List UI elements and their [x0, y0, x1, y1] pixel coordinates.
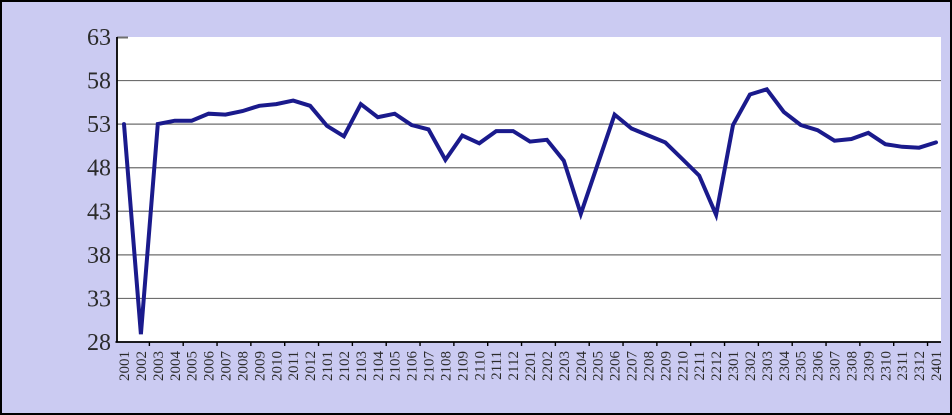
x-axis-label-2103: 2103 — [354, 351, 370, 381]
y-axis-label-33: 33 — [87, 286, 111, 312]
x-axis-label-2301: 2301 — [726, 351, 742, 381]
x-axis-label-2111: 2111 — [489, 351, 505, 380]
x-axis-label-2307: 2307 — [828, 351, 844, 382]
x-axis-label-2304: 2304 — [777, 351, 793, 382]
x-axis-label-2202: 2202 — [540, 351, 556, 381]
y-axis-label-48: 48 — [87, 156, 111, 182]
y-axis-label-43: 43 — [87, 199, 111, 225]
x-axis-label-2102: 2102 — [337, 351, 353, 381]
x-axis-label-2101: 2101 — [320, 351, 336, 381]
x-axis-label-2010: 2010 — [269, 351, 285, 381]
x-axis-label-2003: 2003 — [151, 351, 167, 381]
x-axis-label-2009: 2009 — [252, 351, 268, 381]
x-axis-label-2310: 2310 — [878, 351, 894, 381]
x-axis-label-2401: 2401 — [929, 351, 945, 381]
x-axis-label-2210: 2210 — [675, 351, 691, 381]
x-axis-label-2303: 2303 — [760, 351, 776, 381]
x-axis-label-2001: 2001 — [117, 351, 133, 381]
x-axis-label-2204: 2204 — [574, 351, 590, 382]
x-axis-label-2311: 2311 — [895, 351, 911, 380]
x-axis-label-2109: 2109 — [455, 351, 471, 381]
series-line-pmi — [122, 86, 938, 335]
y-axis-label-63: 63 — [87, 25, 111, 51]
x-axis-label-2107: 2107 — [422, 351, 438, 382]
plot-area — [117, 37, 941, 342]
x-axis-label-2305: 2305 — [794, 351, 810, 381]
x-axis-label-2203: 2203 — [557, 351, 573, 381]
x-axis-label-2309: 2309 — [861, 351, 877, 381]
x-axis-label-2112: 2112 — [506, 351, 522, 380]
x-axis-label-2011: 2011 — [286, 351, 302, 380]
x-axis-label-2110: 2110 — [472, 351, 488, 380]
y-axis-label-53: 53 — [87, 112, 111, 138]
x-axis-label-2201: 2201 — [523, 351, 539, 381]
x-axis-label-2308: 2308 — [844, 351, 860, 381]
x-axis-label-2302: 2302 — [743, 351, 759, 381]
x-axis-label-2306: 2306 — [811, 351, 827, 382]
x-axis-label-2207: 2207 — [625, 351, 641, 382]
y-axis-label-58: 58 — [87, 69, 111, 95]
x-axis-label-2209: 2209 — [658, 351, 674, 381]
x-axis-label-2004: 2004 — [168, 351, 184, 382]
y-axis-label-28: 28 — [87, 330, 111, 356]
x-axis-label-2105: 2105 — [388, 351, 404, 381]
x-axis-label-2208: 2208 — [641, 351, 657, 381]
y-axis-label-38: 38 — [87, 243, 111, 269]
x-axis-label-2007: 2007 — [219, 351, 235, 382]
x-axis-label-2211: 2211 — [692, 351, 708, 380]
x-axis-label-2012: 2012 — [303, 351, 319, 381]
x-axis-label-2005: 2005 — [185, 351, 201, 381]
x-axis-label-2212: 2212 — [709, 351, 725, 381]
x-axis-label-2205: 2205 — [591, 351, 607, 381]
x-axis-label-2002: 2002 — [134, 351, 150, 381]
x-axis-label-2206: 2206 — [608, 351, 624, 382]
x-axis-label-2312: 2312 — [912, 351, 928, 381]
x-axis-label-2106: 2106 — [405, 351, 421, 382]
x-axis-label-2006: 2006 — [202, 351, 218, 382]
x-axis-label-2108: 2108 — [438, 351, 454, 381]
x-axis-label-2104: 2104 — [371, 351, 387, 382]
x-axis-label-2008: 2008 — [235, 351, 251, 381]
